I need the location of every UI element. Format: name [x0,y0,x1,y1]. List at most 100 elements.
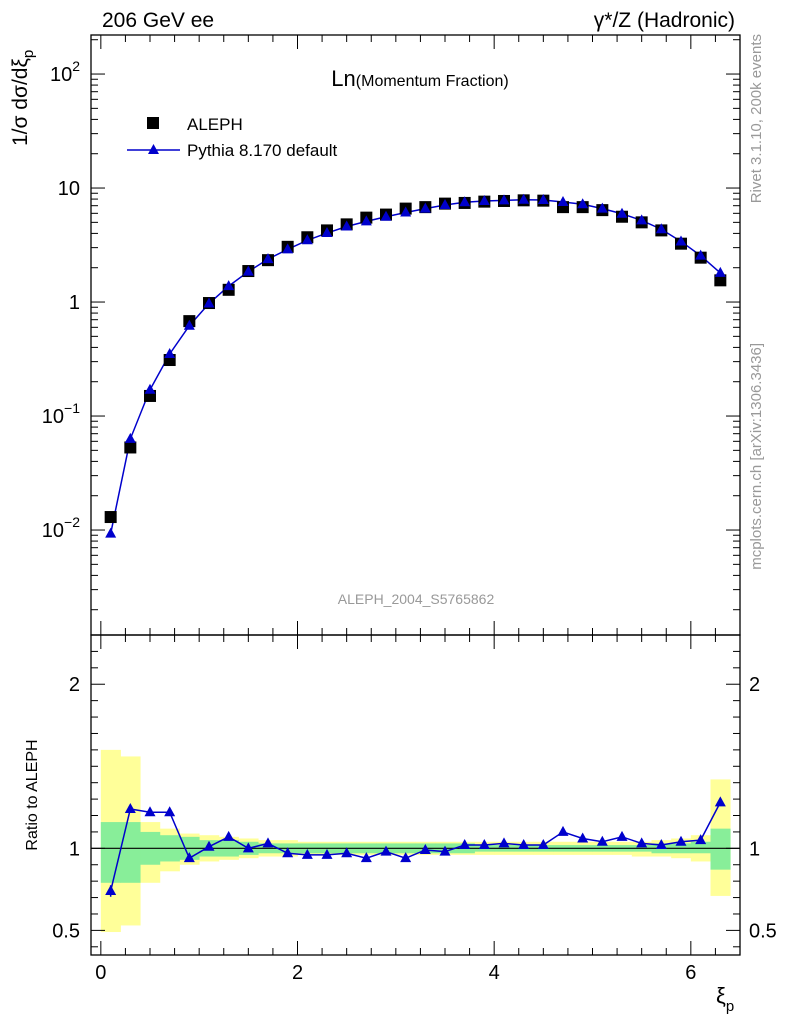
pythia-point [282,243,294,254]
pythia-point [695,249,707,260]
pythia-point [203,297,215,308]
ratio-pythia-point [557,825,569,836]
main-y-tick-label: 102 [50,58,80,86]
main-plot-title-main: Ln [331,66,355,91]
ratio-plot-marks [91,749,740,933]
ratio-pythia-point [282,847,294,858]
main-y-tick-label: 10−2 [42,514,80,542]
ratio-y-tick-label-right: 1 [749,838,760,860]
pythia-point [164,348,176,359]
ratio-pythia-point [203,840,215,851]
ratio-y-tick-label-right: 2 [749,674,760,696]
pythia-point [223,280,235,291]
main-y-tick-label: 10−1 [42,400,80,428]
ratio-x-tick-label: 2 [292,962,303,984]
pythia-point [400,206,412,217]
rivet-version-label: Rivet 3.1.10, 200k events [748,34,765,203]
ratio-pythia-point [223,830,235,841]
ratio-pythia-point [478,839,490,850]
ratio-pythia-point [459,839,471,850]
main-y-tick-label-base: 10 [42,520,64,542]
header-process-label: γ*/Z (Hadronic) [594,9,735,32]
legend-marker-pythia [148,144,159,154]
main-y-tick-label: 10 [58,178,80,200]
main-plot-title-sub: (Momentum Fraction) [356,73,509,90]
ratio-x-tick-label: 6 [685,962,696,984]
ratio-y-axis-label: Ratio to ALEPH [24,739,41,850]
ratio-plot-axes: 0.5 0.5 1 1 2 2 0 2 4 6 [52,635,777,984]
pythia-point [577,198,589,209]
legend-marker-aleph [147,117,159,129]
main-y-tick-label: 1 [69,292,80,314]
pythia-point [636,214,648,225]
ratio-band-inner [690,841,711,854]
ratio-plot-panel: 0.5 0.5 1 1 2 2 0 2 4 6 Ratio to ALEPH ξp [24,634,777,1015]
svg-text:1/σ dσ/dξp: 1/σ dσ/dξp [9,50,37,146]
ratio-pythia-point [596,835,608,846]
ratio-x-axis-label-text: ξ [716,983,726,1008]
pythia-point [262,253,274,264]
ratio-pythia-point [360,852,372,863]
pythia-point [341,220,353,231]
pythia-line [109,198,721,534]
main-plot-marks [104,193,727,538]
pythia-point [439,198,451,209]
main-y-axis-label: 1/σ dσ/dξp [9,50,37,146]
pythia-point [419,202,431,213]
pythia-point [124,432,136,443]
pythia-point [616,207,628,218]
pythia-point [242,265,254,276]
ratio-pythia-point [675,835,687,846]
ratio-pythia-point [301,848,313,859]
ratio-x-tick-label: 0 [95,962,106,984]
ratio-pythia-point [124,802,136,813]
pythia-point [518,193,530,204]
pythia-point [675,235,687,246]
ratio-pythia-point [498,837,510,848]
main-y-tick-label-base: 10 [50,64,72,86]
ratio-x-tick-label: 4 [489,962,500,984]
mcplots-reference-label: mcplots.cern.ch [arXiv:1306.3436] [748,343,765,570]
pythia-point [321,227,333,238]
ratio-pythia-point [714,796,726,807]
pythia-point [459,196,471,207]
legend-label-pythia: Pythia 8.170 default [187,141,338,160]
ratio-pythia-point [695,834,707,845]
ratio-pythia-point [537,839,549,850]
pythia-point [144,383,156,394]
pythia-point [301,234,313,245]
ratio-pythia-point [341,847,353,858]
pythia-point [183,319,195,330]
ratio-pythia-point [183,852,195,863]
analysis-watermark: ALEPH_2004_S5765862 [338,591,495,607]
pythia-point [596,202,608,213]
ratio-pythia-point [242,842,254,853]
pythia-point [537,194,549,205]
ratio-pythia-point [577,832,589,843]
main-plot-title: Ln(Momentum Fraction) [331,66,508,91]
legend-label-aleph: ALEPH [187,115,243,134]
main-y-tick-label-exp: 2 [72,58,80,74]
main-y-tick-label-exp: −1 [64,400,80,416]
pythia-point [714,266,726,277]
ratio-x-axis-label: ξp [716,983,734,1015]
aleph-point [714,274,727,287]
ratio-band-inner [120,822,141,883]
ratio-pythia-point [380,845,392,856]
ratio-pythia-point [262,837,274,848]
main-y-tick-label-exp: −2 [64,514,80,530]
ratio-y-tick-label: 2 [69,674,80,696]
ratio-pythia-point [518,839,530,850]
pythia-point [360,215,372,226]
main-y-axis-label-sub: p [20,50,37,58]
main-y-axis-label-text: 1/σ dσ/dξ [9,58,32,146]
ratio-pythia-point [636,837,648,848]
ratio-pythia-point [105,885,117,895]
legend: ALEPH Pythia 8.170 default [127,115,338,160]
pythia-point [105,527,117,538]
ratio-y-tick-label-right: 0.5 [749,920,777,942]
ratio-pythia-point [144,806,156,817]
ratio-band-inner [100,822,121,883]
ratio-x-axis-label-sub: p [726,998,734,1015]
